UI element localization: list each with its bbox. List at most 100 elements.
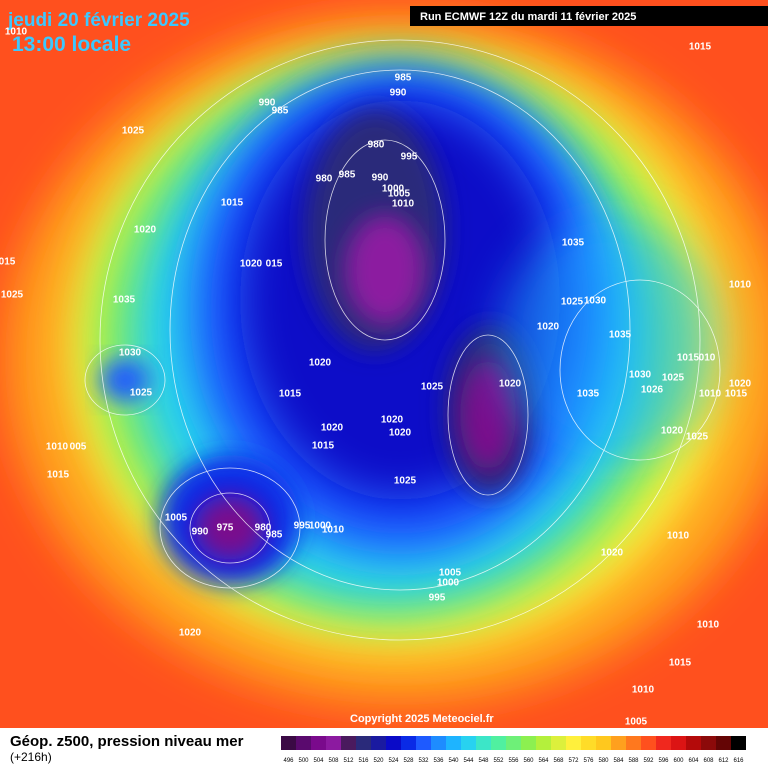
isobar-label: 1010 [632,685,655,696]
isobar-label: 1025 [662,373,685,384]
legend-label: 552 [493,758,504,764]
isobar-label: 1025 [122,126,145,137]
isobar-label: 1025 [130,388,153,399]
legend-label: 616 [733,758,744,764]
isobar-label: 985 [272,106,289,117]
isobar-label: 990 [390,88,407,99]
legend-label: 528 [403,758,414,764]
legend-swatch [566,736,581,750]
lead-time: (+216h) [10,750,52,764]
run-bar [410,6,768,26]
isobar-label: 015 [266,259,283,270]
legend-label: 500 [298,758,309,764]
isobar-label: 1030 [119,348,142,359]
legend-label: 580 [598,758,609,764]
isobar-label: 1025 [561,297,584,308]
legend-label: 544 [463,758,474,764]
isobar-label: 985 [395,73,412,84]
isobar-label: 1035 [562,238,585,249]
legend-swatch [416,736,431,750]
legend-swatch [431,736,446,750]
isobar-label: 1020 [499,379,522,390]
legend-swatch [626,736,641,750]
legend-swatch [311,736,326,750]
isobar-label: 1010 [697,620,720,631]
isobar-label: 1020 [179,628,202,639]
contours [84,39,721,641]
legend-swatch [731,736,746,750]
isobar-label: 990 [259,98,276,109]
date: jeudi 20 février 2025 [7,10,190,31]
isobar-label: 995 [401,152,418,163]
legend-label: 516 [358,758,369,764]
isobar-label: 1010 [729,280,752,291]
legend-label: 508 [328,758,339,764]
isobar-label: 1025 [421,382,444,393]
legend-label: 504 [313,758,324,764]
legend-label: 540 [448,758,459,764]
legend-label: 496 [283,758,294,764]
footer-label: Géop. z500, pression niveau mer [10,733,244,750]
legend-label: 564 [538,758,549,764]
legend-swatch [641,736,656,750]
legend-swatch [446,736,461,750]
legend-label: 568 [553,758,564,764]
legend-swatch [341,736,356,750]
isobar-label: 1010 [5,27,28,38]
isobar-label: 1020 [537,322,560,333]
isobar-label: 1035 [609,330,632,341]
legend-label: 524 [388,758,399,764]
isobar-label: 1015 [312,441,335,452]
isobar-label: 1010 [46,442,69,453]
isobar-label: 1010 [392,199,415,210]
legend-label: 592 [643,758,654,764]
isobar-label: 1015 [221,198,244,209]
isobar-label: 1020 [661,426,684,437]
isobar-label: 1000 [382,184,405,195]
isobar-label: 1000 [437,578,460,589]
legend-label: 536 [433,758,444,764]
legend-swatch [671,736,686,750]
isobar-label: 1015 [279,389,302,400]
legend-swatch [296,736,311,750]
legend-label: 604 [688,758,699,764]
legend-label: 584 [613,758,624,764]
isobar-label: 005 [70,442,87,453]
legend-label: 556 [508,758,519,764]
isobar-label: 1035 [113,295,136,306]
isobar-label: 010 [699,353,716,364]
legend-label: 576 [583,758,594,764]
isobar-label: 1015 [677,353,700,364]
legend-swatch [371,736,386,750]
isobar-label: 1025 [1,290,24,301]
legend-swatch [686,736,701,750]
isobar-label: 975 [217,523,234,534]
legend-label: 560 [523,758,534,764]
legend-swatch [536,736,551,750]
isobar-label: 990 [372,173,389,184]
isobar-label: 015 [0,257,16,268]
legend-label: 548 [478,758,489,764]
legend-swatch [716,736,731,750]
isobar-label: 1015 [689,42,712,53]
isobar-label: 1025 [686,432,709,443]
isobar-label: 1000 [309,521,332,532]
legend-swatch [701,736,716,750]
isobar-label: 1010 [699,389,722,400]
legend-swatch [326,736,341,750]
isobar-label: 1015 [47,470,70,481]
legend-swatch [356,736,371,750]
isobar-label: 1010 [667,531,690,542]
isobar-label: 1020 [729,379,752,390]
copyright: Copyright 2025 Meteociel.fr [350,713,494,725]
isobar-label: 1035 [577,389,600,400]
isobar-label: 1015 [669,658,692,669]
isobar-label: 980 [368,140,385,151]
legend-label: 612 [718,758,729,764]
isobar-label: 980 [255,523,272,534]
legend-swatch [611,736,626,750]
isobar-label: 1010 [322,525,345,536]
legend-swatch [461,736,476,750]
isobar-label: 1005 [625,717,648,728]
isobar-label: 1005 [439,568,462,579]
